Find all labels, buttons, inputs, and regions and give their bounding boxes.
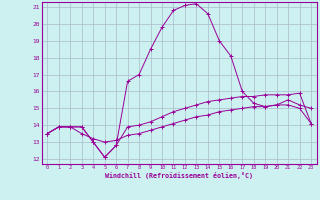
X-axis label: Windchill (Refroidissement éolien,°C): Windchill (Refroidissement éolien,°C) bbox=[105, 172, 253, 179]
